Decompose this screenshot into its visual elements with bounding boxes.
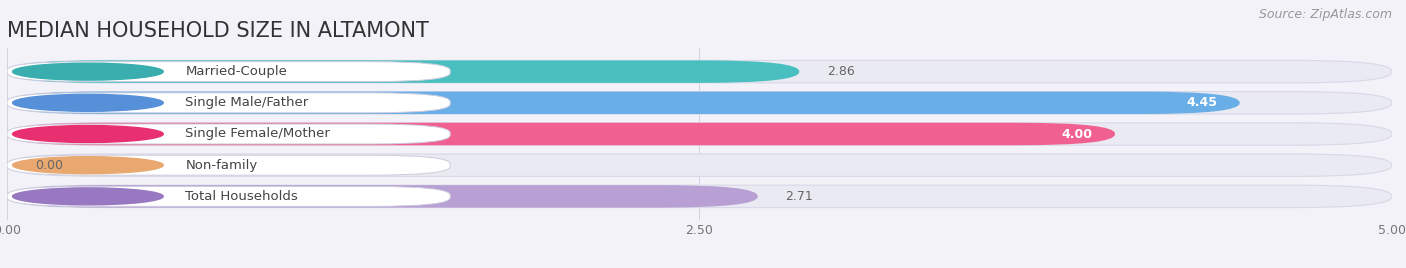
- Text: 2.71: 2.71: [786, 190, 813, 203]
- FancyBboxPatch shape: [7, 60, 799, 83]
- Circle shape: [13, 63, 163, 80]
- Text: Total Households: Total Households: [186, 190, 298, 203]
- Text: Non-family: Non-family: [186, 159, 257, 172]
- Text: Single Female/Mother: Single Female/Mother: [186, 128, 330, 140]
- Text: 0.00: 0.00: [35, 159, 63, 172]
- Text: Source: ZipAtlas.com: Source: ZipAtlas.com: [1258, 8, 1392, 21]
- Text: Single Male/Father: Single Male/Father: [186, 96, 309, 109]
- Text: Married-Couple: Married-Couple: [186, 65, 287, 78]
- FancyBboxPatch shape: [7, 185, 758, 208]
- Text: 4.45: 4.45: [1187, 96, 1218, 109]
- FancyBboxPatch shape: [7, 62, 450, 82]
- FancyBboxPatch shape: [7, 123, 1115, 145]
- FancyBboxPatch shape: [7, 92, 1240, 114]
- FancyBboxPatch shape: [7, 92, 1392, 114]
- FancyBboxPatch shape: [7, 60, 1392, 83]
- FancyBboxPatch shape: [7, 154, 1392, 176]
- Text: 4.00: 4.00: [1062, 128, 1092, 140]
- Text: 2.86: 2.86: [827, 65, 855, 78]
- FancyBboxPatch shape: [7, 185, 1392, 208]
- FancyBboxPatch shape: [7, 186, 450, 206]
- FancyBboxPatch shape: [7, 124, 450, 144]
- Circle shape: [13, 125, 163, 143]
- Circle shape: [13, 188, 163, 205]
- Circle shape: [13, 94, 163, 111]
- Text: MEDIAN HOUSEHOLD SIZE IN ALTAMONT: MEDIAN HOUSEHOLD SIZE IN ALTAMONT: [7, 21, 429, 41]
- FancyBboxPatch shape: [7, 123, 1392, 145]
- FancyBboxPatch shape: [7, 155, 450, 175]
- Circle shape: [13, 157, 163, 174]
- FancyBboxPatch shape: [7, 93, 450, 113]
